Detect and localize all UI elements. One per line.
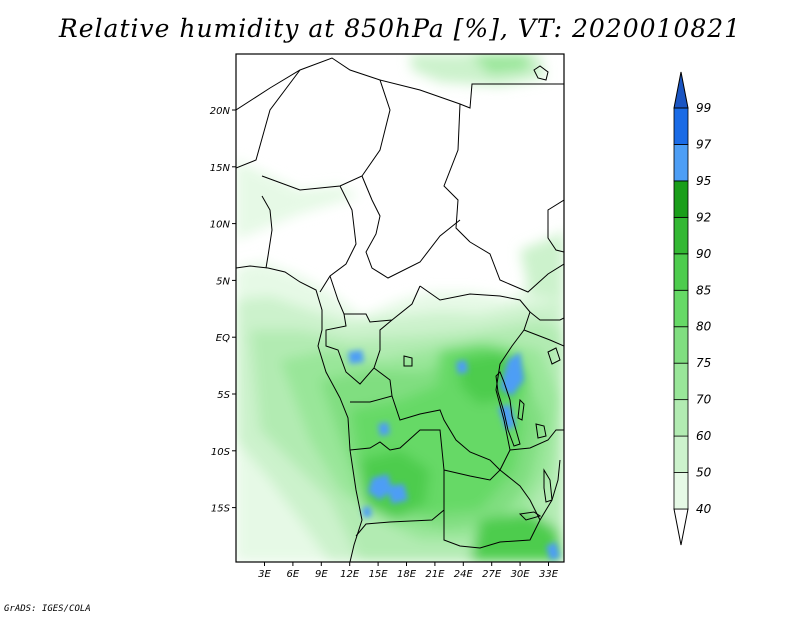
lon-tick-label: 3E xyxy=(258,569,271,580)
colorbar-label: 40 xyxy=(696,502,712,516)
lon-tick-label: 15E xyxy=(369,569,389,580)
colorbar-lower-arrow xyxy=(673,508,689,546)
lat-tick-label: 10N xyxy=(210,220,231,231)
colorbar: 40 50 60 70 75 80 85 90 92 95 97 99 xyxy=(673,71,712,546)
latitude-axis: 20N 15N 10N 5N EQ 5S 10S 15S xyxy=(210,106,236,515)
lat-tick-label: 5S xyxy=(217,390,230,401)
lat-tick-label: EQ xyxy=(216,333,230,344)
lat-tick-label: 10S xyxy=(211,447,231,458)
lon-tick-label: 33E xyxy=(539,569,559,580)
colorbar-segment xyxy=(673,435,689,473)
credit-label: GrADS: IGES/COLA xyxy=(4,604,91,614)
colorbar-segment xyxy=(673,472,689,510)
lat-tick-label: 5N xyxy=(216,276,230,287)
lon-tick-label: 30E xyxy=(511,569,531,580)
colorbar-label: 95 xyxy=(696,174,711,188)
lon-tick-label: 9E xyxy=(315,569,328,580)
colorbar-label: 97 xyxy=(696,137,712,151)
country-boundaries xyxy=(236,57,564,562)
lon-tick-label: 6E xyxy=(287,569,300,580)
colorbar-segment xyxy=(673,180,689,218)
colorbar-label: 90 xyxy=(696,247,712,261)
colorbar-label: 92 xyxy=(696,210,711,224)
colorbar-segment xyxy=(673,253,689,291)
colorbar-segment xyxy=(673,107,689,145)
colorbar-label: 80 xyxy=(696,320,712,334)
map-frame xyxy=(235,53,565,563)
colorbar-label: 50 xyxy=(696,466,712,480)
colorbar-segment xyxy=(673,399,689,437)
colorbar-label: 75 xyxy=(696,356,711,370)
chart-title: Relative humidity at 850hPa [%], VT: 202… xyxy=(58,14,742,43)
lon-tick-label: 18E xyxy=(397,569,417,580)
colorbar-segment xyxy=(673,216,689,255)
colorbar-label: 99 xyxy=(696,101,711,115)
lon-tick-label: 12E xyxy=(340,569,360,580)
colorbar-segment xyxy=(673,144,689,182)
humidity-field xyxy=(236,54,564,562)
colorbar-upper-arrow xyxy=(673,71,689,109)
lon-tick-label: 27E xyxy=(482,569,502,580)
colorbar-segment xyxy=(673,289,689,328)
lon-tick-label: 21E xyxy=(425,569,445,580)
colorbar-label: 60 xyxy=(696,429,712,443)
lon-tick-label: 24E xyxy=(454,569,474,580)
lat-tick-label: 15N xyxy=(210,163,231,174)
longitude-axis: 3E 6E 9E 12E 15E 18E 21E 24E 27E 30E 33E xyxy=(258,562,559,580)
colorbar-label: 70 xyxy=(696,393,712,407)
colorbar-label: 85 xyxy=(696,283,711,297)
lat-tick-label: 20N xyxy=(210,106,231,117)
lat-tick-label: 15S xyxy=(211,504,231,515)
colorbar-segment xyxy=(673,362,689,401)
colorbar-segment xyxy=(673,326,689,364)
